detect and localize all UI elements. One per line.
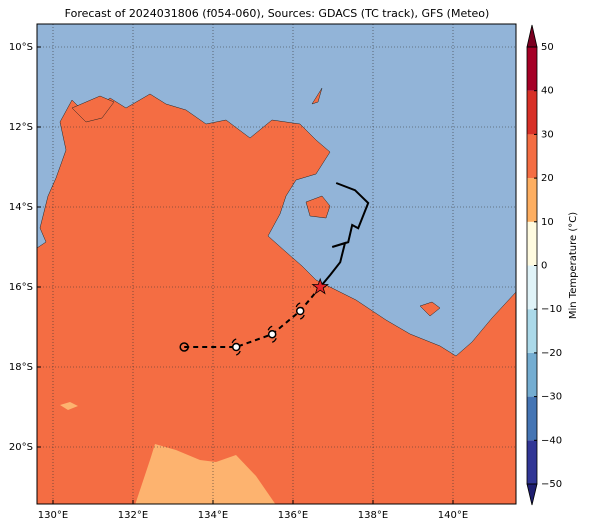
colorbar: −50 −40 −30 −20 −10 0 10 20 30 40 50 Min Temperatur… — [526, 24, 579, 506]
x-tick-label: 134°E — [198, 510, 228, 521]
plot-frame — [36, 23, 517, 505]
chart-title: Forecast of 2024031806 (f054-060), Sourc… — [65, 7, 490, 20]
y-tick-label: 18°S — [9, 362, 33, 373]
colorbar-band — [527, 47, 537, 91]
x-tick-label: 140°E — [438, 510, 468, 521]
colorbar-tick-label: 40 — [541, 86, 554, 97]
track — [179, 182, 370, 356]
island — [305, 195, 331, 219]
y-tick-label: 20°S — [9, 442, 33, 453]
y-tick-label: 12°S — [9, 122, 33, 133]
y-tick-label: 14°S — [9, 202, 33, 213]
current-position — [311, 277, 329, 295]
colorbar-tick-label: 0 — [541, 261, 547, 272]
land — [37, 93, 516, 504]
track-point — [179, 342, 189, 352]
island — [311, 87, 323, 105]
colorbar-tick-label: 30 — [541, 129, 554, 140]
colorbar-band — [527, 221, 537, 266]
island — [419, 301, 441, 317]
colorbar-tick-label: −30 — [541, 392, 562, 403]
x-tick-label: 132°E — [118, 510, 148, 521]
cyclone-symbol — [295, 302, 305, 320]
colorbar-band — [527, 352, 537, 397]
track-point — [231, 342, 241, 352]
cyclone-symbol — [231, 338, 241, 356]
colorbar-band — [527, 265, 537, 310]
y-tick-label: 10°S — [9, 42, 33, 53]
colorbar-tick-label: 10 — [541, 217, 554, 228]
colorbar-band — [527, 309, 537, 353]
colorbar-band — [527, 178, 537, 222]
colorbar-tick-label: 20 — [541, 173, 554, 184]
colorbar-band — [527, 134, 537, 179]
x-tick-label: 130°E — [38, 510, 68, 521]
map — [37, 24, 516, 504]
grid — [37, 24, 516, 504]
cyclone-symbol — [267, 325, 277, 343]
colorbar-tick-label: −40 — [541, 435, 562, 446]
x-tick-label: 138°E — [358, 510, 388, 521]
colorbar-band — [527, 440, 537, 484]
forecast-track — [319, 182, 370, 288]
colorbar-band — [527, 90, 537, 135]
colorbar-tick-label: −20 — [541, 348, 562, 359]
y-tick-label: 16°S — [9, 282, 33, 293]
colorbar-tick-label: −50 — [541, 479, 562, 490]
colorbar-band — [527, 396, 537, 441]
land-cool-zone — [60, 402, 78, 410]
island — [71, 95, 115, 123]
colorbar-tick-label: 50 — [541, 42, 554, 53]
colorbar-tick-label: −10 — [541, 304, 562, 315]
land-cool-zone — [135, 444, 276, 504]
colorbar-label: Min Temperature (°C) — [568, 212, 579, 319]
track-point — [295, 306, 305, 316]
x-tick-label: 136°E — [278, 510, 308, 521]
track-point — [267, 329, 277, 339]
